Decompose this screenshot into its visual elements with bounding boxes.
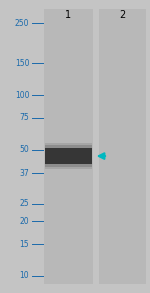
Text: 100: 100 [15,91,29,100]
Text: 150: 150 [15,59,29,68]
Text: 37: 37 [20,169,29,178]
Text: 10: 10 [20,271,29,280]
Text: 75: 75 [20,113,29,122]
Text: 20: 20 [20,217,29,226]
Bar [45,143,92,169]
Text: 50: 50 [20,145,29,154]
Text: 2: 2 [119,10,125,20]
Text: 250: 250 [15,19,29,28]
Bar [99,9,146,284]
Text: 15: 15 [20,240,29,248]
Text: 25: 25 [20,200,29,208]
Text: 1: 1 [65,10,71,20]
Bar [44,9,93,284]
Bar [45,145,92,167]
Bar [45,149,92,164]
